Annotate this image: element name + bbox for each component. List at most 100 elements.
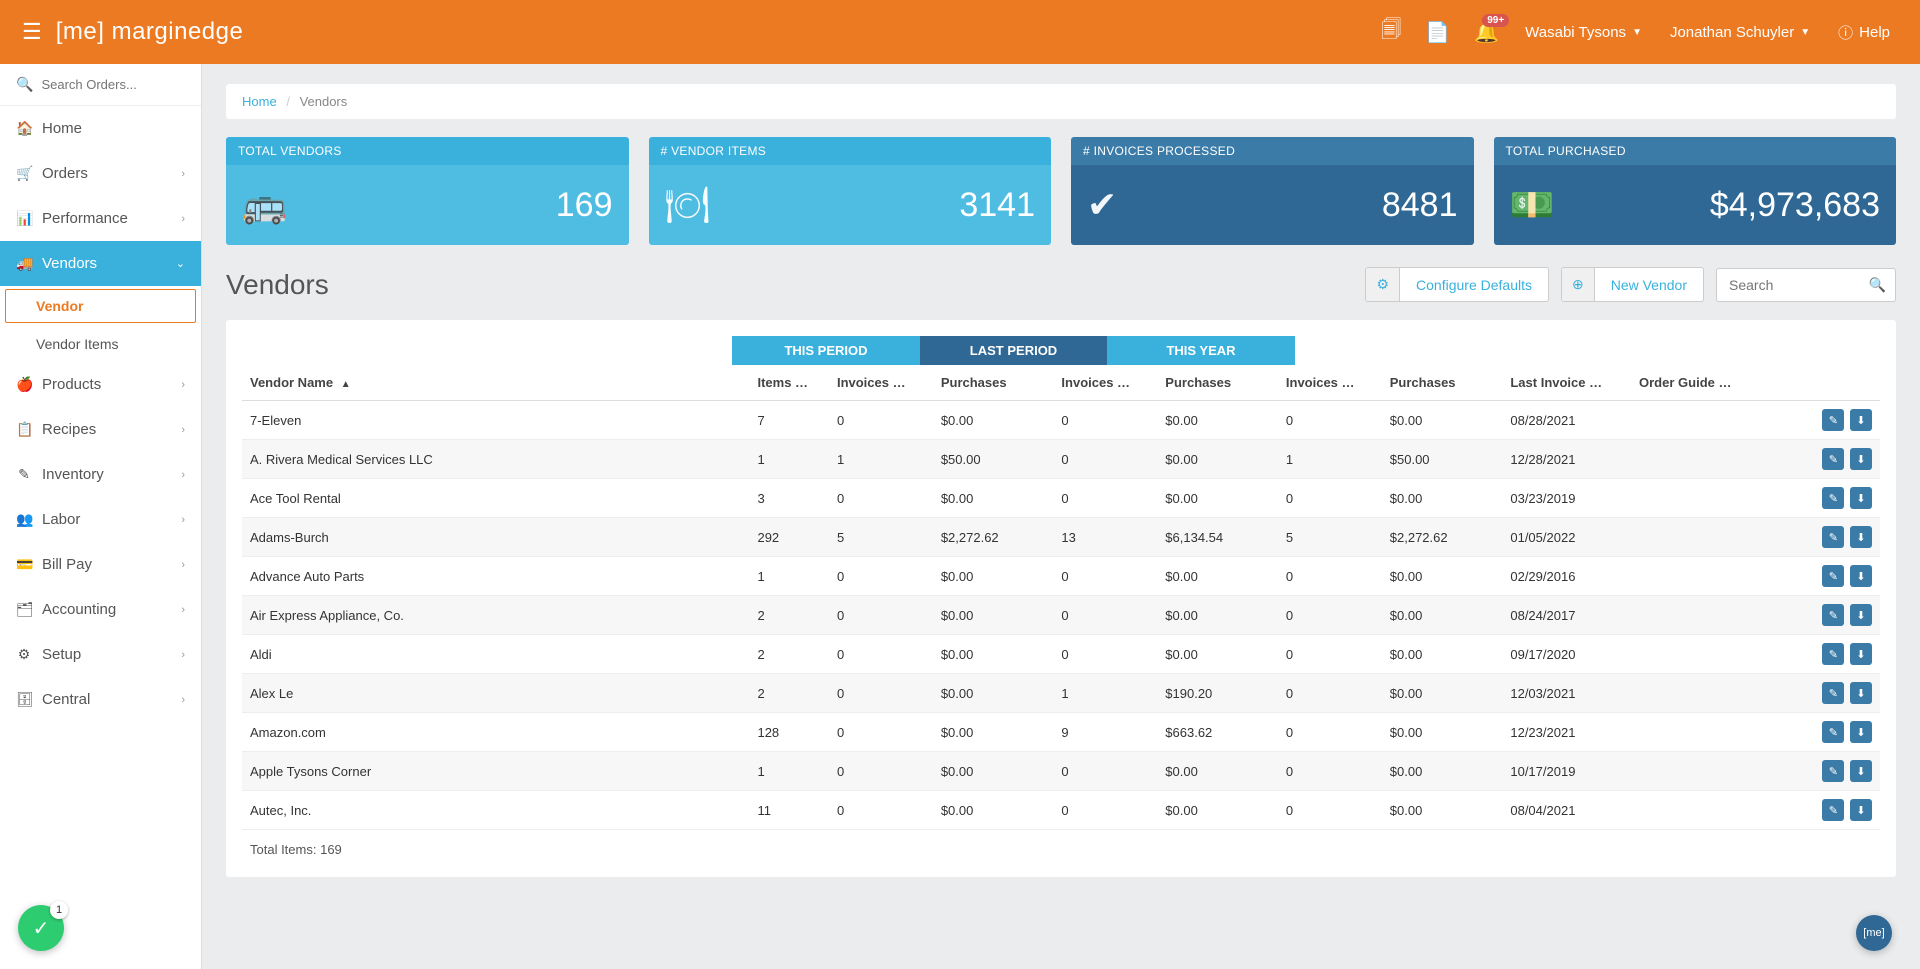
table-row[interactable]: Adams-Burch 292 5 $2,272.62 13 $6,134.54… [242, 518, 1880, 557]
table-row[interactable]: Advance Auto Parts 1 0 $0.00 0 $0.00 0 $… [242, 557, 1880, 596]
sidebar-item-bill-pay[interactable]: 💳 Bill Pay› [0, 542, 201, 587]
col-items[interactable]: Items … [749, 365, 828, 401]
main-content: Home / Vendors TOTAL VENDORS 🚌 169 # VEN… [202, 64, 1920, 969]
table-row[interactable]: Aldi 2 0 $0.00 0 $0.00 0 $0.00 09/17/202… [242, 635, 1880, 674]
edit-button[interactable]: ✎ [1822, 760, 1844, 782]
sidebar-item-labor[interactable]: 👥 Labor› [0, 497, 201, 542]
col-last-invoice[interactable]: Last Invoice … [1502, 365, 1631, 401]
cell-inv-this: 0 [829, 557, 933, 596]
edit-button[interactable]: ✎ [1822, 409, 1844, 431]
sidebar-item-inventory[interactable]: ✎ Inventory› [0, 452, 201, 497]
download-button[interactable]: ⬇ [1850, 487, 1872, 509]
cell-pur-this: $2,272.62 [933, 518, 1054, 557]
copy-icon[interactable]: 🗐 [1369, 7, 1413, 57]
cell-actions: ✎ ⬇ [1761, 635, 1880, 674]
nav-icon: 🍎 [16, 376, 32, 393]
table-row[interactable]: Ace Tool Rental 3 0 $0.00 0 $0.00 0 $0.0… [242, 479, 1880, 518]
sidebar-sub-vendor-items[interactable]: Vendor Items [0, 326, 201, 362]
col-vendor-name[interactable]: Vendor Name ▲ [242, 365, 749, 401]
vendor-search-input[interactable] [1716, 268, 1896, 302]
help-link[interactable]: ⓘ Help [1824, 14, 1904, 51]
nav-label: Labor [42, 511, 80, 528]
download-button[interactable]: ⬇ [1850, 799, 1872, 821]
user-menu[interactable]: Jonathan Schuyler ▼ [1656, 16, 1824, 49]
download-button[interactable]: ⬇ [1850, 526, 1872, 548]
download-button[interactable]: ⬇ [1850, 760, 1872, 782]
edit-button[interactable]: ✎ [1822, 448, 1844, 470]
edit-button[interactable]: ✎ [1822, 682, 1844, 704]
edit-button[interactable]: ✎ [1822, 565, 1844, 587]
col-purchases-year[interactable]: Purchases [1382, 365, 1503, 401]
stat-value: 3141 [959, 186, 1035, 225]
table-row[interactable]: Alex Le 2 0 $0.00 1 $190.20 0 $0.00 12/0… [242, 674, 1880, 713]
new-vendor-button[interactable]: ⊕ New Vendor [1561, 267, 1704, 302]
cell-pur-this: $0.00 [933, 401, 1054, 440]
sidebar-item-accounting[interactable]: 🗂 Accounting› [0, 587, 201, 632]
table-row[interactable]: Amazon.com 128 0 $0.00 9 $663.62 0 $0.00… [242, 713, 1880, 752]
search-orders-input[interactable] [41, 77, 185, 92]
edit-button[interactable]: ✎ [1822, 604, 1844, 626]
fab-success[interactable]: ✓ 1 [18, 905, 64, 951]
sidebar-item-home[interactable]: 🏠 Home [0, 106, 201, 151]
cell-items: 2 [749, 635, 828, 674]
sidebar-sub-vendor[interactable]: Vendor [4, 288, 197, 324]
cell-pur-this: $0.00 [933, 791, 1054, 830]
download-button[interactable]: ⬇ [1850, 565, 1872, 587]
cell-pur-year: $2,272.62 [1382, 518, 1503, 557]
nav-label: Inventory [42, 466, 104, 483]
chevron-right-icon: › [181, 213, 185, 225]
hamburger-icon[interactable]: ☰ [16, 13, 48, 51]
nav-label: Bill Pay [42, 556, 92, 573]
download-button[interactable]: ⬇ [1850, 643, 1872, 665]
table-row[interactable]: Autec, Inc. 11 0 $0.00 0 $0.00 0 $0.00 0… [242, 791, 1880, 830]
download-button[interactable]: ⬇ [1850, 721, 1872, 743]
cell-pur-last: $0.00 [1157, 635, 1278, 674]
sidebar-item-performance[interactable]: 📊 Performance› [0, 196, 201, 241]
cell-actions: ✎ ⬇ [1761, 557, 1880, 596]
sidebar-item-vendors[interactable]: 🚚 Vendors⌄ [0, 241, 201, 286]
edit-button[interactable]: ✎ [1822, 721, 1844, 743]
cell-inv-this: 0 [829, 479, 933, 518]
cell-pur-year: $0.00 [1382, 752, 1503, 791]
cell-inv-last: 0 [1053, 401, 1157, 440]
stat-icon: 💵 [1510, 184, 1555, 226]
breadcrumb-home[interactable]: Home [242, 94, 277, 109]
download-button[interactable]: ⬇ [1850, 448, 1872, 470]
download-button[interactable]: ⬇ [1850, 682, 1872, 704]
table-row[interactable]: 7-Eleven 7 0 $0.00 0 $0.00 0 $0.00 08/28… [242, 401, 1880, 440]
cell-inv-last: 9 [1053, 713, 1157, 752]
sidebar-item-central[interactable]: 🗄 Central› [0, 677, 201, 722]
configure-defaults-button[interactable]: ⚙ Configure Defaults [1365, 267, 1549, 302]
col-invoices-this[interactable]: Invoices … [829, 365, 933, 401]
sidebar-item-products[interactable]: 🍎 Products› [0, 362, 201, 407]
cell-inv-this: 0 [829, 596, 933, 635]
nav-icon: 👥 [16, 511, 32, 528]
document-icon[interactable]: 📄 [1413, 12, 1462, 53]
col-purchases-this[interactable]: Purchases [933, 365, 1054, 401]
cell-date: 09/17/2020 [1502, 635, 1631, 674]
edit-button[interactable]: ✎ [1822, 526, 1844, 548]
download-button[interactable]: ⬇ [1850, 409, 1872, 431]
sidebar-item-orders[interactable]: 🛒 Orders› [0, 151, 201, 196]
restaurant-selector[interactable]: Wasabi Tysons ▼ [1511, 16, 1656, 49]
cell-pur-last: $0.00 [1157, 557, 1278, 596]
brand-logo[interactable]: [me] marginedge [56, 18, 244, 46]
table-row[interactable]: Air Express Appliance, Co. 2 0 $0.00 0 $… [242, 596, 1880, 635]
sidebar-item-setup[interactable]: ⚙ Setup› [0, 632, 201, 677]
edit-button[interactable]: ✎ [1822, 487, 1844, 509]
col-invoices-year[interactable]: Invoices … [1278, 365, 1382, 401]
cell-inv-last: 1 [1053, 674, 1157, 713]
download-button[interactable]: ⬇ [1850, 604, 1872, 626]
bell-icon[interactable]: 🔔 99+ [1462, 12, 1511, 53]
col-purchases-last[interactable]: Purchases [1157, 365, 1278, 401]
edit-button[interactable]: ✎ [1822, 799, 1844, 821]
sidebar-item-recipes[interactable]: 📋 Recipes› [0, 407, 201, 452]
table-row[interactable]: Apple Tysons Corner 1 0 $0.00 0 $0.00 0 … [242, 752, 1880, 791]
cell-pur-year: $0.00 [1382, 791, 1503, 830]
sidebar-search[interactable]: 🔍 [0, 64, 201, 106]
edit-button[interactable]: ✎ [1822, 643, 1844, 665]
fab-brand[interactable]: [me] [1856, 915, 1892, 951]
col-invoices-last[interactable]: Invoices … [1053, 365, 1157, 401]
col-order-guide[interactable]: Order Guide … [1631, 365, 1761, 401]
table-row[interactable]: A. Rivera Medical Services LLC 1 1 $50.0… [242, 440, 1880, 479]
